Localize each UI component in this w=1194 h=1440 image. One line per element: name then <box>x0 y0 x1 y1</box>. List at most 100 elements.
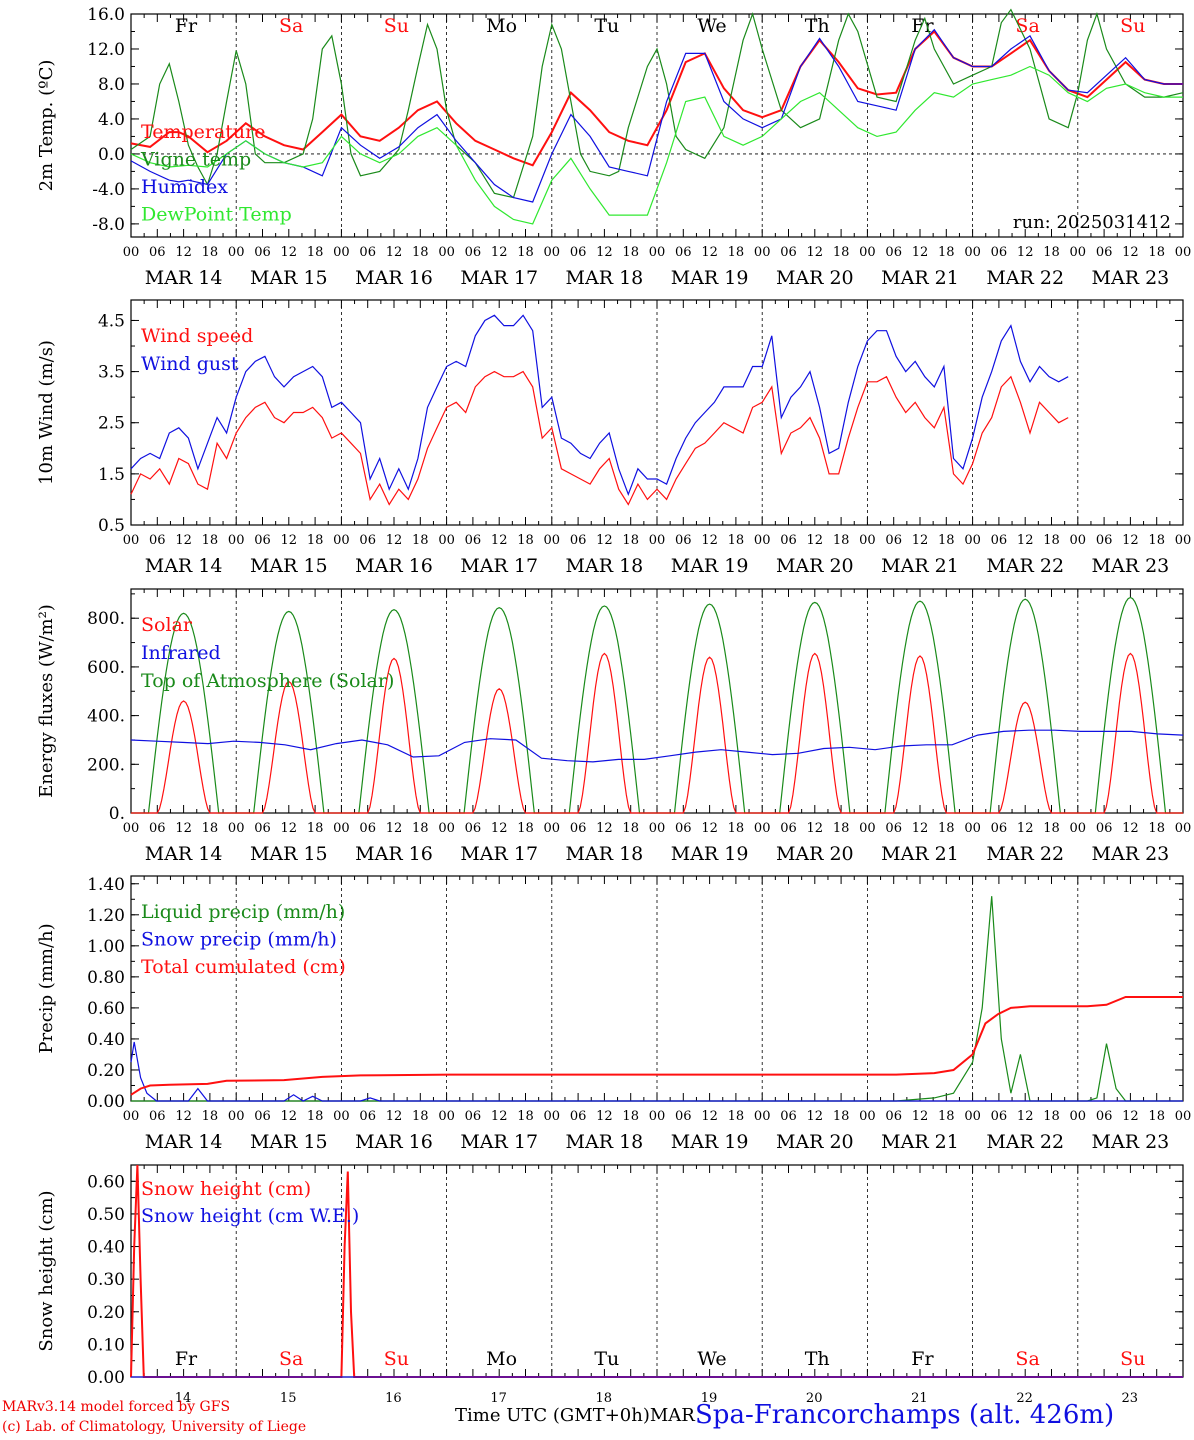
lab-credit: (c) Lab. of Climatology, University of L… <box>2 1419 307 1435</box>
y-tick-label: 0.60 <box>87 999 125 1019</box>
x-hour-label: 12 <box>807 245 824 260</box>
x-date-label: MAR 23 <box>1092 843 1170 865</box>
weekday-label: Sa <box>279 1348 303 1370</box>
x-hour-label: 06 <box>149 533 166 548</box>
x-hour-label: 00 <box>438 245 455 260</box>
x-hour-label: 18 <box>1148 245 1165 260</box>
x-hour-label: 00 <box>859 1109 876 1124</box>
x-hour-label: 00 <box>649 1109 666 1124</box>
y-tick-label: 1.00 <box>87 937 125 957</box>
x-hour-label: 06 <box>465 1109 482 1124</box>
x-date-label: MAR 20 <box>776 267 854 289</box>
x-hour-label: 00 <box>228 1109 245 1124</box>
y-tick-label: 0.5 <box>98 516 125 536</box>
x-hour-label: 06 <box>149 245 166 260</box>
x-hour-label: 06 <box>465 821 482 836</box>
y-tick-label: 0.50 <box>87 1205 125 1225</box>
x-hour-label: 12 <box>701 821 718 836</box>
x-hour-label: 00 <box>859 821 876 836</box>
weekday-label: Th <box>805 1348 830 1370</box>
x-hour-label: 06 <box>885 1109 902 1124</box>
x-hour-label: 00 <box>1070 1109 1087 1124</box>
weekday-label: Su <box>384 15 409 37</box>
legend-entry: Temperature <box>141 121 265 143</box>
x-hour-label: 18 <box>938 245 955 260</box>
x-hour-label: 00 <box>1175 1109 1192 1124</box>
x-hour-label: 18 <box>517 245 534 260</box>
y-tick-label: 0.80 <box>87 968 125 988</box>
x-hour-label: 06 <box>675 533 692 548</box>
x-hour-label: 12 <box>596 821 613 836</box>
x-date-label: MAR 19 <box>671 555 749 577</box>
x-hour-label: 18 <box>307 821 324 836</box>
x-hour-label: 06 <box>780 1109 797 1124</box>
x-hour-label: 06 <box>675 1109 692 1124</box>
x-date-label: MAR 14 <box>145 1131 223 1153</box>
legend-entry: Solar <box>141 614 193 636</box>
x-hour-label: 00 <box>123 821 140 836</box>
y-tick-label: 0.0 <box>98 145 125 165</box>
x-hour-label: 18 <box>1148 821 1165 836</box>
series-line <box>131 896 1183 1102</box>
x-hour-label: 00 <box>333 1109 350 1124</box>
x-hour-label: 12 <box>807 1109 824 1124</box>
weekday-label: Sa <box>1015 1348 1039 1370</box>
y-tick-label: -8.0 <box>92 215 125 235</box>
legend-entry: Infrared <box>141 642 221 664</box>
x-date-label: MAR 20 <box>776 555 854 577</box>
y-tick-label: 16.0 <box>87 5 125 25</box>
x-hour-label: 12 <box>701 1109 718 1124</box>
y-axis-label: 10m Wind (m/s) <box>36 340 57 485</box>
x-date-label: MAR 18 <box>566 843 644 865</box>
x-hour-label: 00 <box>544 1109 561 1124</box>
x-date-label: MAR 23 <box>1092 1131 1170 1153</box>
x-hour-label: 00 <box>1070 245 1087 260</box>
x-date-label: MAR 23 <box>1092 555 1170 577</box>
legend-entry: Top of Atmosphere (Solar) <box>141 670 394 692</box>
x-hour-label: 18 <box>307 1109 324 1124</box>
x-hour-label: 18 <box>307 245 324 260</box>
x-hour-label: 18 <box>728 821 745 836</box>
x-hour-label: 00 <box>1175 245 1192 260</box>
x-hour-label: 06 <box>1096 821 1113 836</box>
x-date-label: MAR 16 <box>355 267 433 289</box>
x-hour-label: 00 <box>438 821 455 836</box>
y-tick-label: 0. <box>109 804 125 824</box>
y-axis-label: Snow height (cm) <box>36 1190 57 1351</box>
x-date-label: MAR 19 <box>671 267 749 289</box>
x-hour-label: 06 <box>1096 245 1113 260</box>
x-hour-label: 12 <box>1122 821 1139 836</box>
day-number-label: 19 <box>701 1391 718 1406</box>
x-hour-label: 18 <box>1148 533 1165 548</box>
x-hour-label: 06 <box>675 245 692 260</box>
x-hour-label: 12 <box>596 533 613 548</box>
legend-entry: Vigne temp <box>140 149 251 171</box>
x-hour-label: 18 <box>412 533 429 548</box>
x-axis-title: Time UTC (GMT+0h)MAR <box>455 1405 695 1426</box>
x-hour-label: 12 <box>1122 245 1139 260</box>
series-line <box>131 652 1183 814</box>
x-hour-label: 12 <box>281 1109 298 1124</box>
legend-entry: Liquid precip (mm/h) <box>141 901 345 923</box>
x-hour-label: 12 <box>596 245 613 260</box>
x-hour-label: 00 <box>964 821 981 836</box>
y-tick-label: 0.40 <box>87 1030 125 1050</box>
x-hour-label: 18 <box>833 533 850 548</box>
x-hour-label: 12 <box>386 245 403 260</box>
x-hour-label: 00 <box>1070 533 1087 548</box>
x-date-label: MAR 22 <box>986 1131 1064 1153</box>
x-hour-label: 18 <box>517 1109 534 1124</box>
plot-frame <box>130 588 1184 814</box>
x-hour-label: 18 <box>938 1109 955 1124</box>
x-hour-label: 00 <box>544 533 561 548</box>
x-hour-label: 06 <box>149 821 166 836</box>
x-hour-label: 12 <box>175 245 192 260</box>
x-date-label: MAR 16 <box>355 843 433 865</box>
y-tick-label: 12.0 <box>87 40 125 60</box>
x-date-label: MAR 19 <box>671 1131 749 1153</box>
x-hour-label: 12 <box>1017 1109 1034 1124</box>
x-date-label: MAR 14 <box>145 843 223 865</box>
weekday-label: Mo <box>486 15 517 37</box>
month-label: MAR <box>649 1405 695 1426</box>
y-axis-label: 2m Temp. (ºC) <box>36 60 57 192</box>
